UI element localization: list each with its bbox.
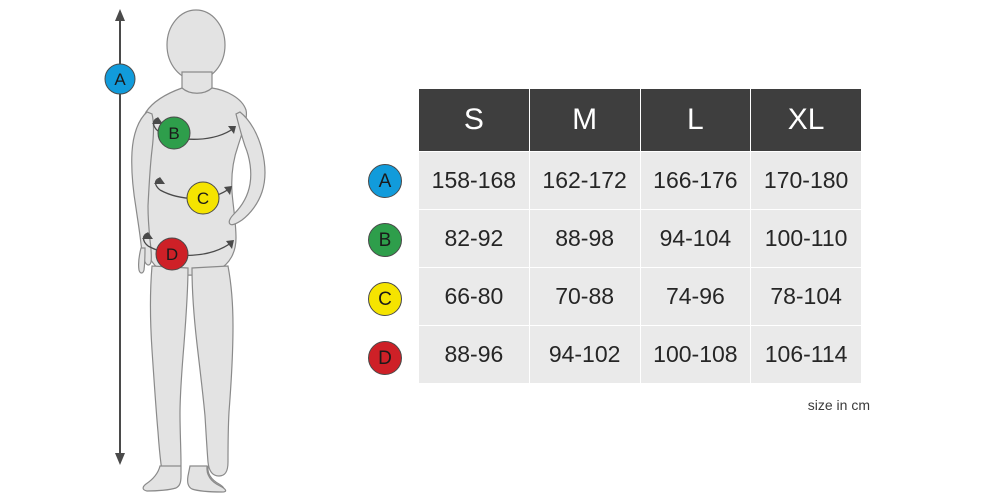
table-body: 158-168 162-172 166-176 170-180 82-92 88-98 94…	[419, 152, 861, 383]
cell-c-s: 66-80	[419, 268, 529, 325]
cell-b-s: 82-92	[419, 210, 529, 267]
cell-a-l: 166-176	[640, 152, 751, 209]
column-header-l: L	[640, 89, 751, 151]
figure-badge-b: B	[157, 116, 191, 150]
figure-svg: A B C D	[104, 9, 266, 493]
cell-d-l: 100-108	[640, 326, 751, 383]
row-badge-b: B	[368, 223, 402, 257]
cell-a-xl: 170-180	[751, 152, 861, 209]
cell-c-xl: 78-104	[751, 268, 861, 325]
row-badge-cell: A	[352, 152, 418, 210]
column-header-xl: XL	[751, 89, 861, 151]
cell-a-s: 158-168	[419, 152, 529, 209]
figure-badge-a-label: A	[114, 70, 126, 89]
cell-b-m: 88-98	[529, 210, 640, 267]
cell-d-xl: 106-114	[751, 326, 861, 383]
table-caption: size in cm	[807, 397, 870, 413]
female-silhouette	[131, 9, 266, 493]
table-row: 82-92 88-98 94-104 100-110	[419, 210, 861, 267]
figure-badge-d: D	[155, 237, 189, 271]
figure-badge-c: C	[186, 181, 220, 215]
row-badge-d: D	[368, 341, 402, 375]
table-row: 88-96 94-102 100-108 106-114	[419, 326, 861, 383]
cell-b-xl: 100-110	[751, 210, 861, 267]
row-badge-c: C	[368, 282, 402, 316]
figure-badge-b-label: B	[168, 124, 179, 143]
size-table: S M L XL 158-168 162-172 166-176 170-180 82-92 8…	[418, 88, 862, 384]
body-figure-illustration: A B C D	[0, 0, 340, 500]
column-header-m: M	[529, 89, 640, 151]
row-badge-cell: C	[352, 270, 418, 328]
figure-badge-c-label: C	[197, 189, 209, 208]
table-row: 66-80 70-88 74-96 78-104	[419, 268, 861, 325]
cell-b-l: 94-104	[640, 210, 751, 267]
row-badge-cell: B	[352, 211, 418, 269]
table-row: 158-168 162-172 166-176 170-180	[419, 152, 861, 209]
table-header-row: S M L XL	[419, 89, 861, 151]
row-badge-cell: D	[352, 329, 418, 387]
column-header-s: S	[419, 89, 529, 151]
cell-d-s: 88-96	[419, 326, 529, 383]
measurement-arrowheads	[142, 117, 236, 249]
cell-a-m: 162-172	[529, 152, 640, 209]
figure-badge-d-label: D	[166, 245, 178, 264]
cell-c-m: 70-88	[529, 268, 640, 325]
cell-c-l: 74-96	[640, 268, 751, 325]
cell-d-m: 94-102	[529, 326, 640, 383]
row-badge-a: A	[368, 164, 402, 198]
figure-badge-a: A	[104, 63, 136, 95]
